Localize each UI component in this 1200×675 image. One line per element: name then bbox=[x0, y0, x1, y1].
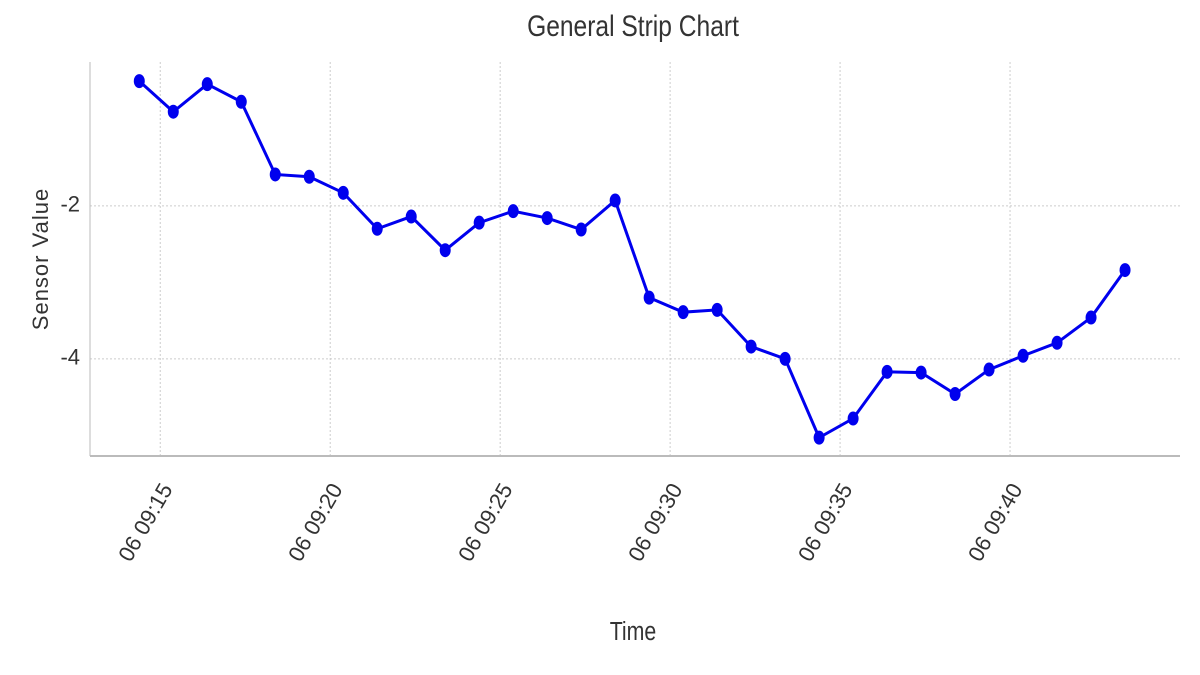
data-point bbox=[1051, 335, 1063, 350]
x-tick-label: 06 09:25 bbox=[453, 479, 517, 566]
x-tick-label: 06 09:40 bbox=[963, 479, 1027, 566]
x-axis-label: Time bbox=[610, 617, 657, 647]
data-point bbox=[473, 215, 485, 230]
data-point bbox=[541, 211, 553, 226]
data-point bbox=[337, 185, 349, 200]
data-point bbox=[643, 290, 655, 305]
x-tick-label: 06 09:30 bbox=[623, 479, 687, 566]
data-point bbox=[405, 209, 417, 224]
data-point bbox=[1119, 263, 1131, 278]
data-point bbox=[575, 222, 587, 237]
data-point bbox=[1017, 348, 1029, 363]
data-point bbox=[949, 387, 961, 402]
data-point bbox=[847, 411, 859, 426]
y-axis-label: Sensor Value bbox=[28, 188, 53, 330]
data-point bbox=[303, 169, 315, 184]
data-point bbox=[235, 94, 247, 109]
data-point bbox=[745, 339, 757, 354]
data-point bbox=[167, 104, 179, 119]
data-point bbox=[269, 167, 281, 182]
data-point bbox=[1085, 310, 1097, 325]
data-line bbox=[138, 80, 1127, 440]
x-tick-label: 06 09:20 bbox=[283, 479, 347, 566]
data-point bbox=[915, 365, 927, 380]
data-point bbox=[881, 364, 893, 379]
data-point bbox=[439, 243, 451, 258]
data-point bbox=[813, 430, 825, 445]
data-point bbox=[201, 77, 213, 92]
x-tick-label: 06 09:15 bbox=[113, 479, 177, 566]
data-point bbox=[133, 74, 145, 89]
data-point bbox=[711, 302, 723, 317]
chart-title: General Strip Chart bbox=[527, 9, 739, 43]
y-tick-label: -4 bbox=[60, 345, 80, 370]
data-point bbox=[609, 193, 621, 208]
x-tick-label: 06 09:35 bbox=[793, 479, 857, 566]
data-point bbox=[371, 221, 383, 236]
data-point bbox=[779, 351, 791, 366]
y-tick-label: -2 bbox=[60, 192, 80, 217]
data-point bbox=[507, 204, 519, 219]
data-point bbox=[983, 362, 995, 377]
data-point bbox=[677, 305, 689, 320]
